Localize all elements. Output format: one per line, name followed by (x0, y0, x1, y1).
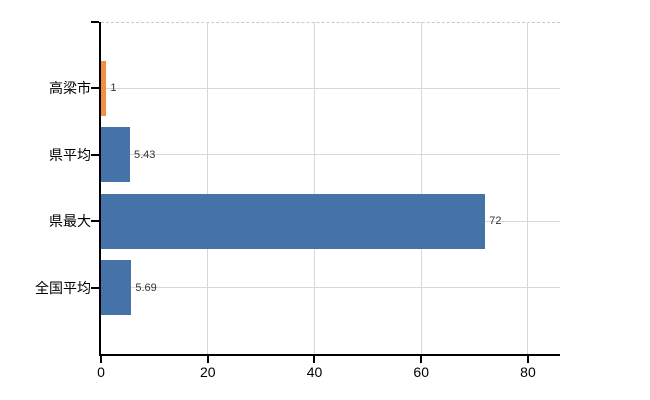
horizontal-gridline (101, 154, 560, 156)
plot-top-border (101, 22, 560, 23)
horizontal-gridline (101, 87, 560, 89)
x-axis-tick-label: 20 (199, 364, 216, 380)
vertical-gridline (527, 22, 529, 354)
bar (101, 60, 107, 116)
x-axis-tick (100, 356, 102, 363)
horizontal-gridline (101, 287, 560, 289)
x-axis-tick (313, 356, 316, 363)
y-axis-label: 県最大 (49, 213, 91, 230)
bar-value-label: 72 (489, 215, 502, 228)
y-axis-tick (91, 286, 99, 289)
x-axis-tick-label: 40 (306, 364, 323, 380)
y-axis-tick (91, 153, 99, 156)
bar-value-label: 1 (110, 82, 117, 95)
y-axis-end-tick (91, 21, 99, 23)
x-axis-tick-label: 0 (97, 364, 105, 380)
vertical-gridline (313, 22, 315, 354)
bar (101, 260, 132, 316)
y-axis-tick (91, 220, 99, 223)
y-axis-labels: 高梁市県平均県最大全国平均 (0, 0, 91, 400)
y-axis-tick (91, 87, 99, 90)
x-axis-tick (206, 356, 209, 363)
bars: 1 5.43 72 5.69 (101, 22, 560, 354)
x-axis-tick-label: 80 (520, 364, 536, 380)
bar-value-label: 5.43 (133, 148, 156, 161)
y-axis-label: 高梁市 (49, 80, 91, 97)
bar (101, 193, 486, 249)
vertical-gridline (207, 22, 209, 354)
x-axis-tick (526, 356, 529, 363)
bar (101, 127, 130, 183)
y-axis-label: 全国平均 (35, 279, 91, 296)
bar-value-label: 5.69 (135, 281, 157, 294)
y-axis-label: 県平均 (49, 146, 91, 163)
vertical-gridline (420, 22, 422, 354)
x-axis-tick (420, 356, 423, 363)
x-axis-tick-label: 60 (413, 364, 429, 380)
plot-area: 1 5.43 72 5.69 (99, 22, 560, 356)
